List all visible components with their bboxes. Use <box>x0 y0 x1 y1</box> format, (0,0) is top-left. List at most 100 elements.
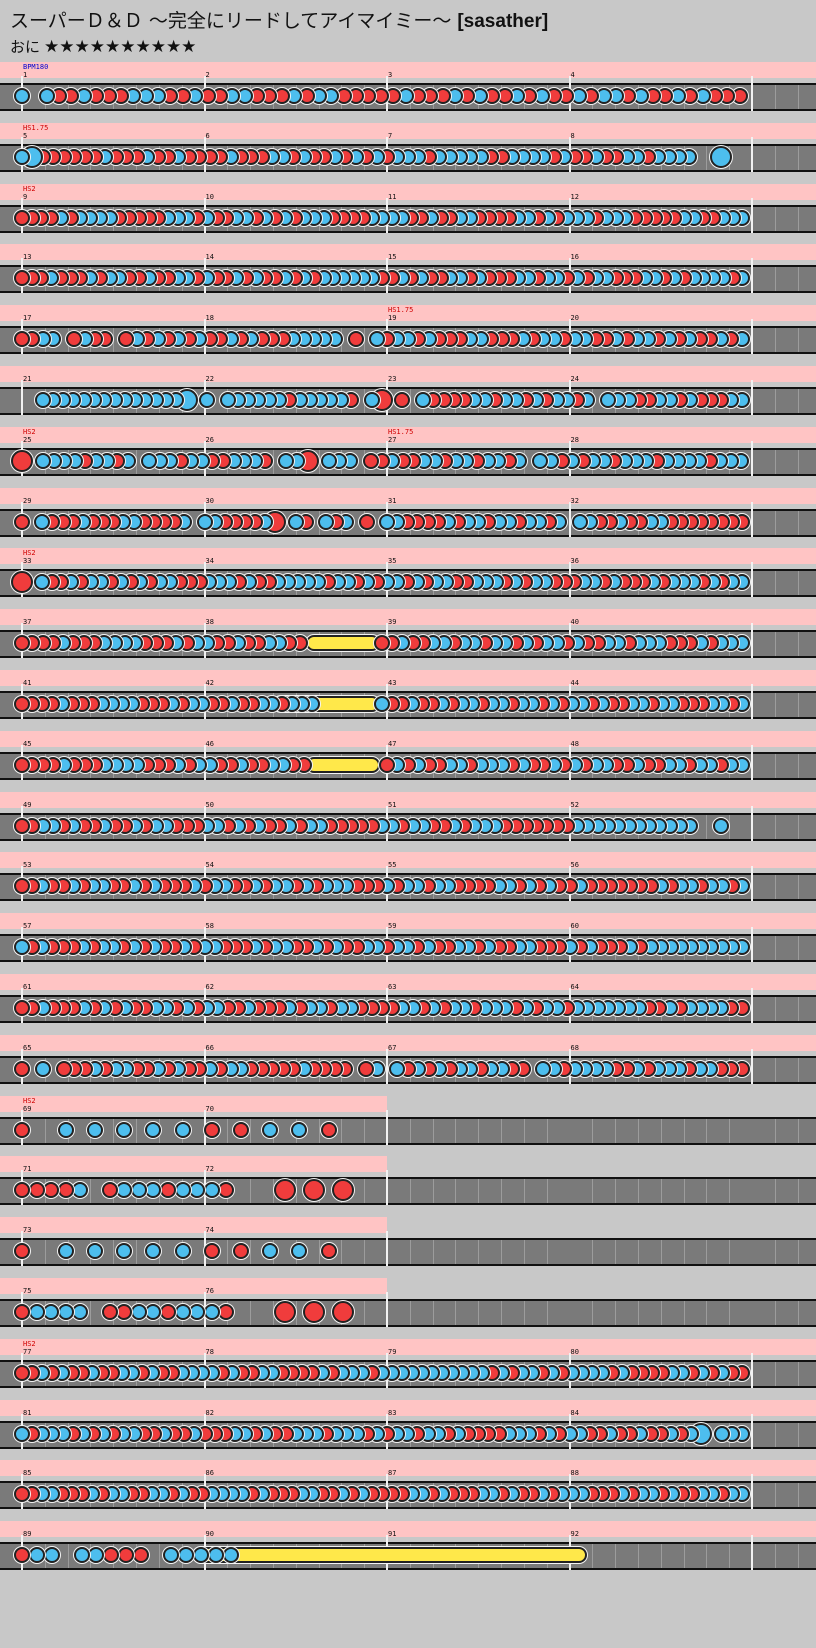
measure-barline <box>751 927 753 963</box>
beat-gridline <box>615 1544 617 1569</box>
measure-barline <box>751 380 753 415</box>
chart-row: 45 46 47 48 <box>0 730 816 795</box>
ka-note <box>28 1547 45 1564</box>
beat-gridline <box>797 510 799 535</box>
scroll-band <box>0 1460 816 1477</box>
beat-gridline <box>797 206 799 231</box>
beat-gridline <box>364 328 366 353</box>
measure-number: 54 <box>205 861 214 870</box>
beat-gridline <box>546 1240 548 1265</box>
beat-gridline <box>592 1179 594 1204</box>
beat-gridline <box>774 1422 776 1447</box>
measure-number: 91 <box>388 1530 397 1539</box>
beat-gridline <box>409 1301 411 1325</box>
scroll-speed-label: HS1.75 <box>388 427 414 436</box>
ka-note <box>379 513 395 530</box>
measure-number: 87 <box>388 1469 397 1478</box>
ka-note <box>207 1547 224 1564</box>
measure-barline <box>751 501 753 537</box>
measure-number: 29 <box>23 496 32 505</box>
measure-number: 13 <box>23 253 32 262</box>
measure-number: 15 <box>388 253 397 262</box>
don-note <box>14 817 30 834</box>
measure-number: 47 <box>388 739 397 748</box>
beat-gridline <box>797 571 799 596</box>
ka-note <box>713 817 730 834</box>
beat-gridline <box>797 1422 799 1447</box>
chart-author: [sasather] <box>457 11 549 32</box>
beat-gridline <box>797 814 799 839</box>
measure-number: 16 <box>570 253 579 262</box>
measure-number: 45 <box>23 739 32 748</box>
beat-gridline <box>272 449 274 474</box>
don-note <box>394 392 411 408</box>
measure-number: 84 <box>570 1408 579 1417</box>
beat-gridline <box>501 1240 503 1265</box>
ka-note <box>35 452 52 469</box>
measure-number: 80 <box>570 1347 579 1356</box>
measure-barline <box>751 805 753 841</box>
measure-number: 71 <box>23 1165 32 1174</box>
beat-gridline <box>774 1483 776 1508</box>
beat-gridline <box>706 1301 708 1325</box>
ka-note <box>571 513 588 530</box>
beat-gridline <box>455 1301 457 1325</box>
don-note <box>358 1060 375 1077</box>
bpm-change-label: BPM180 <box>23 63 49 71</box>
measure-barline <box>386 1292 388 1327</box>
don-note <box>379 756 395 773</box>
measure-barline <box>751 1048 753 1084</box>
beat-gridline <box>90 1179 92 1204</box>
ka-note <box>87 1121 103 1138</box>
beat-gridline <box>797 753 799 778</box>
measure-number: 30 <box>205 496 214 505</box>
measure-number: 40 <box>570 618 579 627</box>
ka-note <box>368 331 385 348</box>
measure-number: 12 <box>570 192 579 201</box>
ka-note <box>363 392 380 408</box>
don-note <box>363 452 380 469</box>
beat-gridline <box>592 1240 594 1265</box>
measure-number: 88 <box>570 1469 579 1478</box>
beat-gridline <box>592 1301 594 1325</box>
measure-barline <box>751 319 753 355</box>
beat-gridline <box>409 1240 411 1265</box>
measure-number: 46 <box>205 739 214 748</box>
beat-gridline <box>774 997 776 1021</box>
chart-row: 29 30 31 32 <box>0 487 816 552</box>
beat-gridline <box>523 1118 525 1143</box>
don-note <box>28 1182 45 1199</box>
beat-gridline <box>774 1057 776 1082</box>
measure-number: 62 <box>205 983 214 991</box>
measure-number: 50 <box>205 800 214 809</box>
measure-number: 11 <box>388 192 397 201</box>
ka-note <box>203 1304 220 1320</box>
beat-gridline <box>478 1240 480 1265</box>
ka-note <box>34 1060 51 1077</box>
beat-gridline <box>774 328 776 353</box>
beat-gridline <box>478 1301 480 1325</box>
scroll-band <box>0 730 816 747</box>
beat-gridline <box>637 1118 639 1143</box>
ka-note <box>38 88 55 104</box>
beat-gridline <box>478 1118 480 1143</box>
scroll-band <box>0 1156 387 1173</box>
chart-row: 13 14 15 16 <box>0 244 816 308</box>
ka-note <box>291 1121 308 1138</box>
beat-gridline <box>797 328 799 353</box>
beat-gridline <box>409 1118 411 1143</box>
scroll-band <box>0 244 816 261</box>
beat-gridline <box>158 1544 160 1569</box>
measure-number: 81 <box>23 1408 32 1417</box>
beat-gridline <box>774 693 776 717</box>
measure-number: 74 <box>205 1226 214 1235</box>
chart-row: 85 86 87 88 <box>0 1460 816 1524</box>
beat-gridline <box>592 1118 594 1143</box>
measure-number: 26 <box>205 435 214 444</box>
chart-row: 65 66 67 68 <box>0 1034 816 1099</box>
chart-row: 77 78 79 80 HS2 <box>0 1338 816 1403</box>
ka-note <box>320 452 337 469</box>
chart-row: 81 82 83 84 <box>0 1399 816 1464</box>
ka-note <box>713 1425 730 1442</box>
beat-gridline <box>774 206 776 231</box>
